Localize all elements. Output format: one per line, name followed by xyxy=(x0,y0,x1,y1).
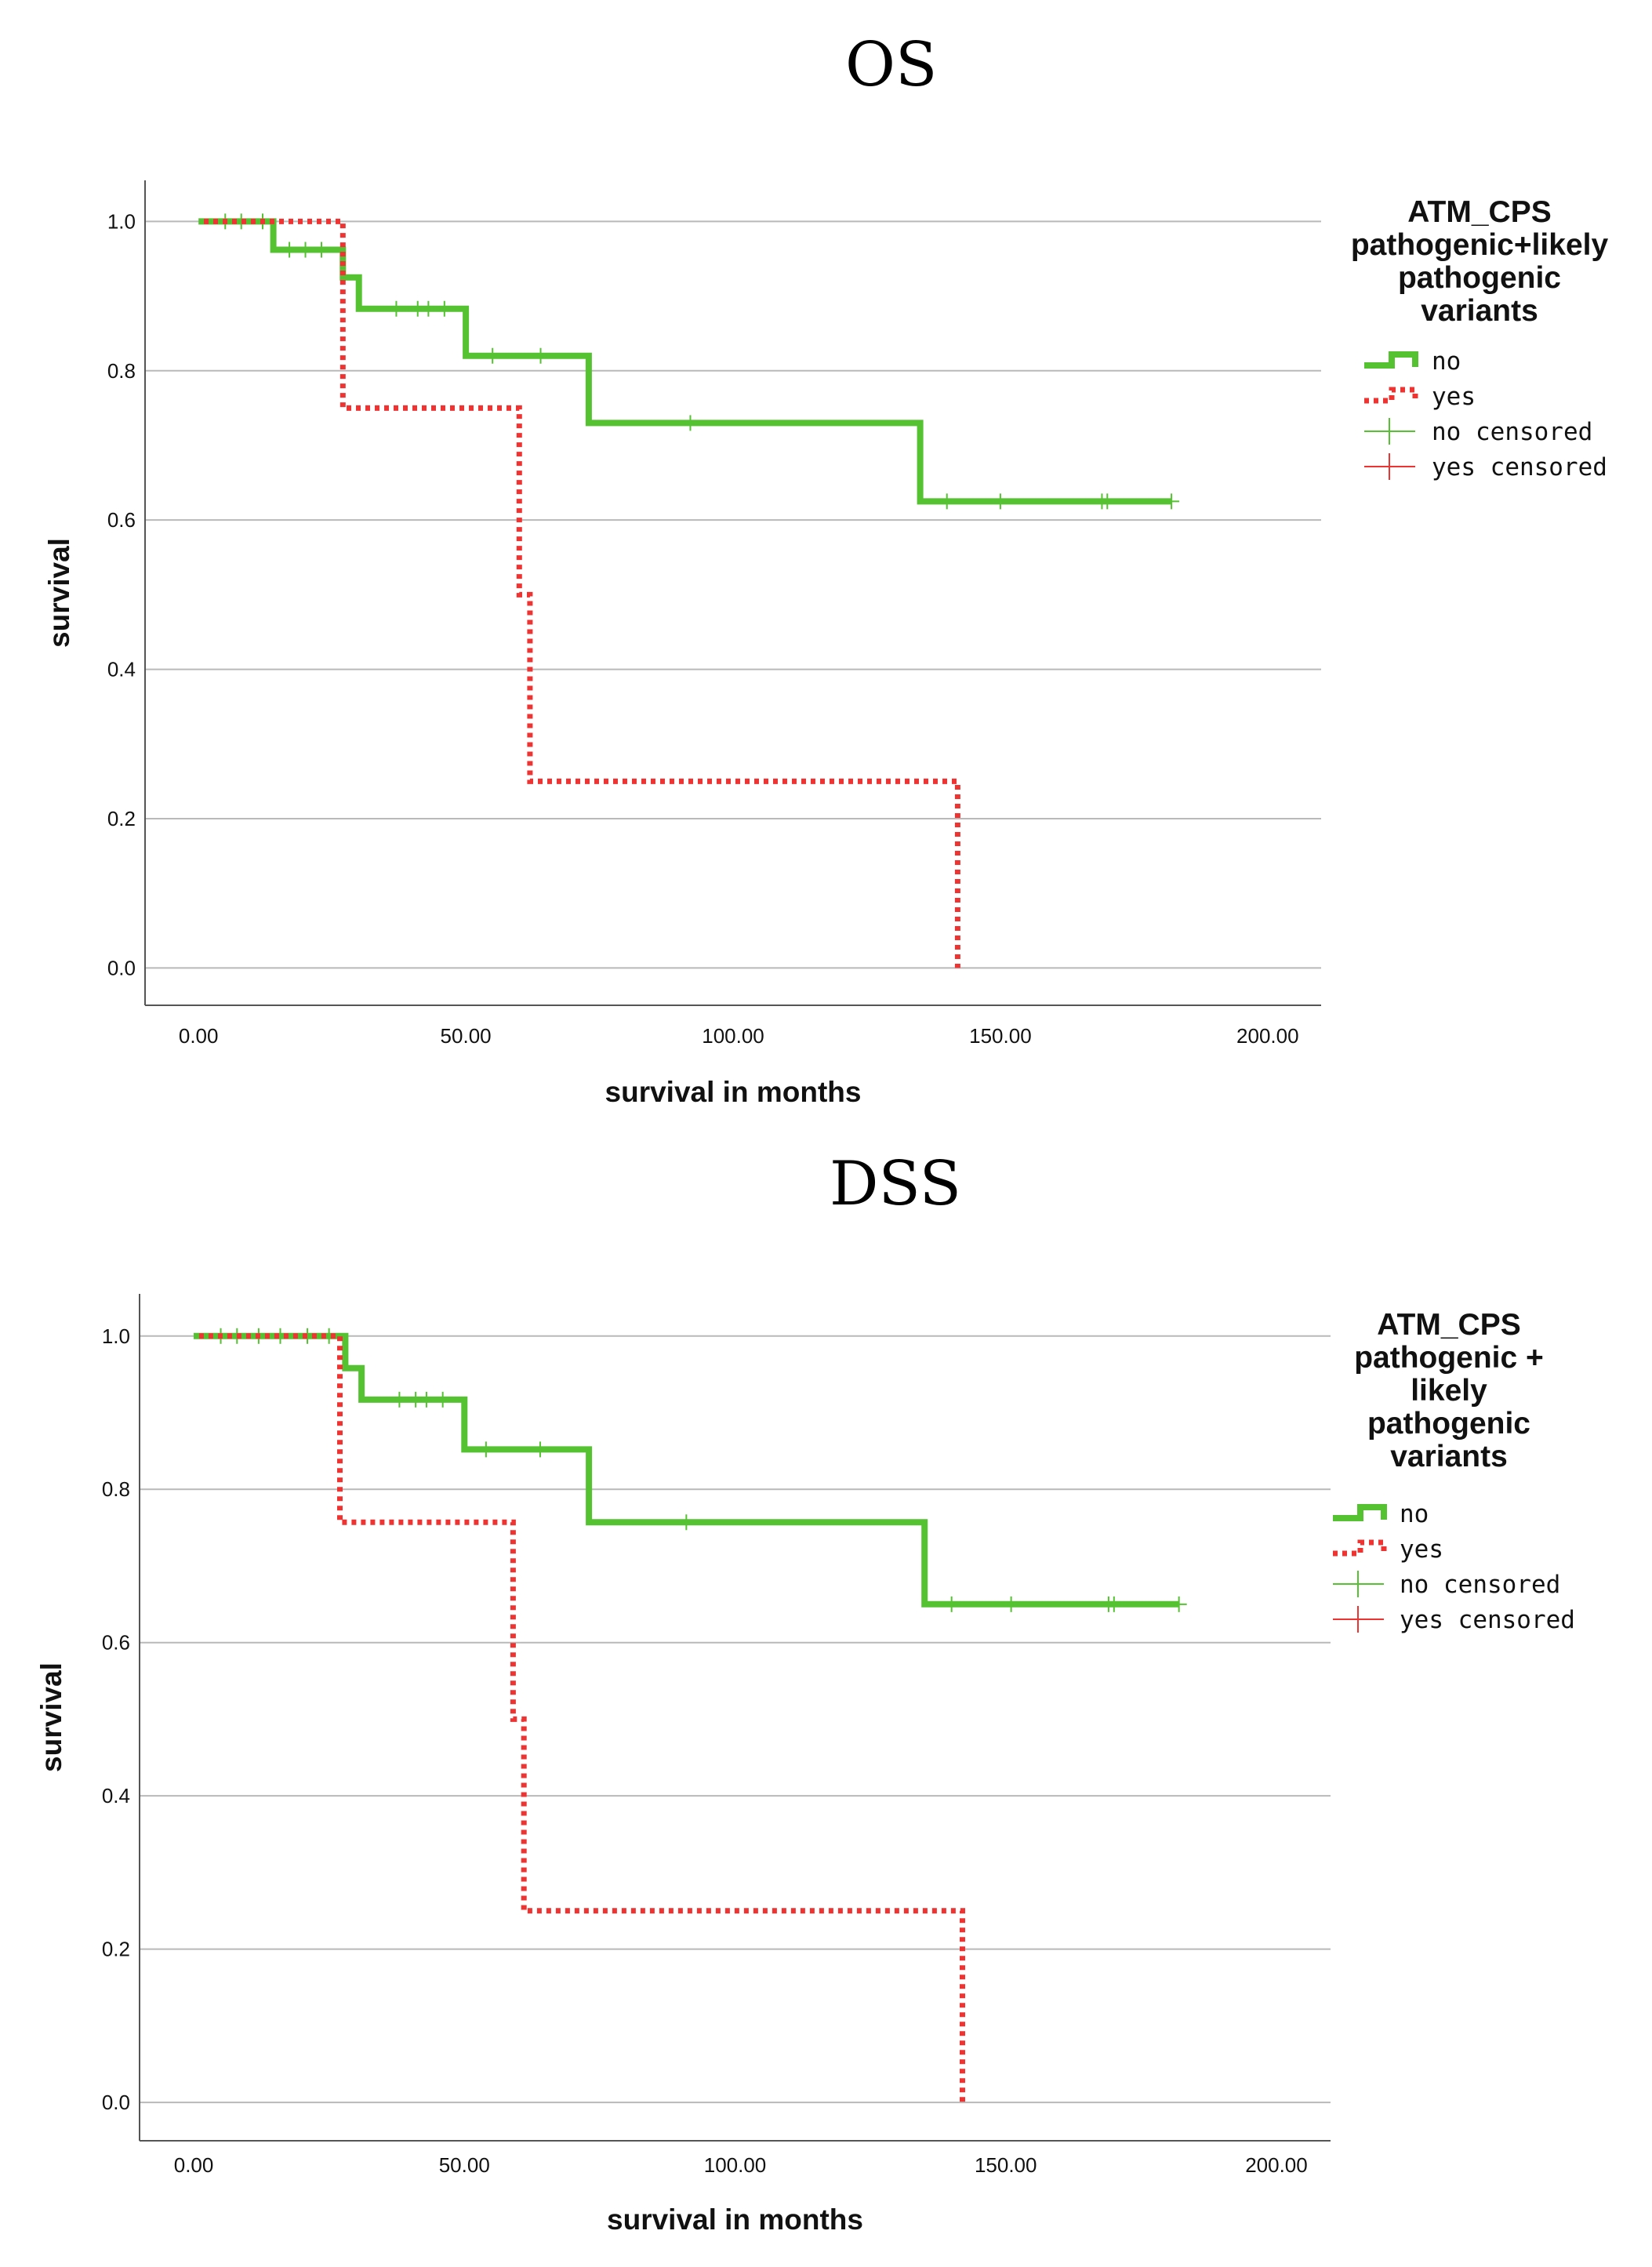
dss-censor-mark-no xyxy=(391,1391,408,1408)
os-legend-no-symbol xyxy=(1364,351,1418,369)
dss-series-yes-line xyxy=(198,1333,965,2103)
os-y-tick-label: 0.8 xyxy=(107,359,136,383)
os-censor-mark-no xyxy=(939,493,955,510)
dss-censor-mark-no xyxy=(1003,1596,1019,1612)
dss-censor-mark-no xyxy=(477,1441,494,1458)
dss-legend-title-line: pathogenic xyxy=(1367,1407,1530,1440)
dss-legend-yes-symbol xyxy=(1333,1539,1387,1557)
dss-legend-title-line: ATM_CPS xyxy=(1377,1308,1520,1342)
os-censor-mark-no xyxy=(420,300,437,317)
dss-censor-mark-no xyxy=(1171,1596,1187,1612)
os-legend-yes-symbol xyxy=(1364,387,1418,404)
dss-legend-no-symbol xyxy=(1333,1504,1387,1521)
os-censor-mark-no xyxy=(532,347,549,364)
os-censor-mark-no xyxy=(1164,493,1180,510)
os-legend-title-line: variants xyxy=(1421,294,1538,328)
dss-legend-title-line: pathogenic + xyxy=(1354,1341,1544,1375)
os-legend-no-censored-symbol xyxy=(1364,418,1415,445)
dss-series-no-line xyxy=(194,1332,1179,1608)
os-y-tick-label: 0.0 xyxy=(107,956,136,979)
os-censor-mark-no xyxy=(314,242,329,258)
os-censor-mark-no xyxy=(388,300,405,317)
dss-censor-mark-no xyxy=(1106,1596,1122,1612)
dss-x-tick-label: 50.00 xyxy=(439,2153,490,2177)
dss-y-tick-label: 0.0 xyxy=(102,2091,130,2114)
os-y-tick-label: 0.4 xyxy=(107,658,136,681)
os-legend-yes-censored-symbol xyxy=(1364,453,1415,480)
os-censor-mark-no xyxy=(682,415,699,431)
dss-y-tick-label: 0.6 xyxy=(102,1631,130,1655)
dss-censor-mark-no xyxy=(418,1391,434,1408)
os-y-tick-label: 0.2 xyxy=(107,807,136,830)
dss-legend-title-line: likely xyxy=(1411,1374,1487,1408)
dss-y-tick-label: 0.8 xyxy=(102,1477,130,1501)
dss-legend-item-label: no xyxy=(1400,1500,1429,1528)
dss-legend-item-label: yes xyxy=(1400,1535,1443,1564)
dss-y-tick-label: 1.0 xyxy=(102,1324,130,1348)
dss-censor-mark-no xyxy=(532,1441,548,1458)
os-censor-mark-no xyxy=(281,242,298,258)
dss-legend-title-line: variants xyxy=(1390,1440,1508,1473)
os-censor-mark-no xyxy=(992,493,1008,510)
dss-y-tick-label: 0.4 xyxy=(102,1784,130,1807)
dss-x-tick-label: 200.00 xyxy=(1245,2153,1308,2177)
dss-x-tick-label: 0.00 xyxy=(174,2153,214,2177)
os-x-axis-label: survival in months xyxy=(605,1076,862,1108)
os-x-tick-label: 150.00 xyxy=(969,1024,1032,1048)
os-legend-title-line: pathogenic+likely xyxy=(1351,228,1609,262)
os-y-tick-label: 0.6 xyxy=(107,508,136,532)
os-censor-mark-no xyxy=(297,242,314,258)
os-legend-title-line: pathogenic xyxy=(1398,261,1561,295)
os-survival-chart: 0.0 0.2 0.4 0.6 0.8 1.0 0.00 50.00 100.00 150.00 2… xyxy=(43,180,1609,1108)
os-legend-item-label: no censored xyxy=(1432,418,1592,446)
os-legend-title-line: ATM_CPS xyxy=(1407,195,1551,229)
os-chart-title: OS xyxy=(845,30,938,100)
dss-x-tick-label: 150.00 xyxy=(975,2153,1037,2177)
dss-x-tick-label: 100.00 xyxy=(704,2153,767,2177)
dss-survival-chart: 0.0 0.2 0.4 0.6 0.8 1.0 0.00 50.00 100.00 150.00 2… xyxy=(35,1294,1575,2236)
os-censor-mark-no xyxy=(436,300,452,317)
os-censor-mark-no xyxy=(485,347,501,364)
dss-censor-mark-no xyxy=(678,1514,695,1531)
os-x-tick-label: 50.00 xyxy=(441,1024,492,1048)
dss-legend-yes-censored-symbol xyxy=(1333,1606,1384,1633)
os-x-tick-label: 200.00 xyxy=(1236,1024,1299,1048)
dss-y-tick-label: 0.2 xyxy=(102,1938,130,1961)
os-legend-item-label: yes xyxy=(1432,383,1476,411)
os-censor-mark-no xyxy=(1099,493,1116,510)
dss-x-axis-label: survival in months xyxy=(607,2203,863,2236)
dss-y-axis-label: survival xyxy=(35,1662,67,1772)
os-y-tick-label: 1.0 xyxy=(107,209,136,233)
dss-legend-no-censored-symbol xyxy=(1333,1571,1384,1597)
dss-chart-title: DSS xyxy=(830,1149,962,1219)
dss-censor-mark-no xyxy=(943,1596,960,1612)
os-x-tick-label: 100.00 xyxy=(702,1024,764,1048)
os-legend-item-label: no xyxy=(1432,347,1461,376)
dss-censor-mark-no xyxy=(434,1391,451,1408)
os-x-tick-label: 0.00 xyxy=(179,1024,219,1048)
dss-legend-item-label: yes censored xyxy=(1400,1606,1575,1634)
os-legend-item-label: yes censored xyxy=(1432,453,1607,481)
dss-legend-item-label: no censored xyxy=(1400,1571,1560,1599)
os-y-axis-label: survival xyxy=(43,538,75,648)
os-series-yes-line xyxy=(204,218,960,968)
